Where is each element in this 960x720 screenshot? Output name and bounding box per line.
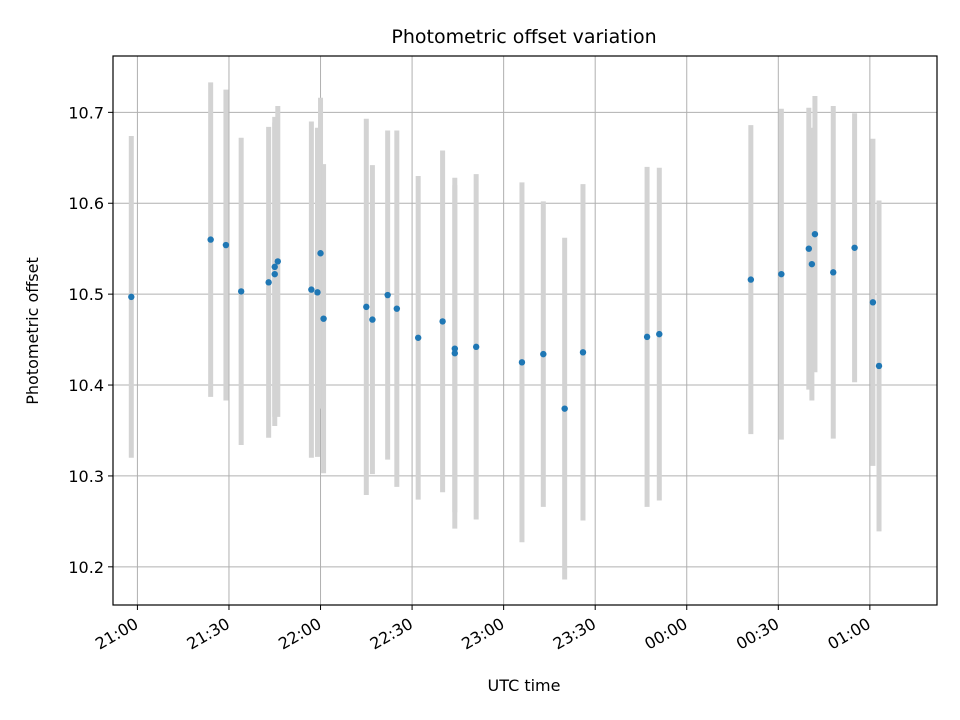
data-point	[414, 334, 422, 341]
x-tick-label: 22:30	[367, 614, 416, 654]
data-point	[656, 330, 663, 338]
data-point	[320, 315, 327, 322]
plot-frame	[112, 55, 938, 606]
data-points	[128, 230, 883, 412]
y-tick-label: 10.5	[68, 285, 104, 304]
x-tick-label: 00:00	[641, 614, 690, 654]
x-tick-label: 22:00	[275, 614, 324, 654]
x-tick-label: 23:30	[550, 614, 599, 654]
y-tick-label: 10.2	[68, 558, 104, 577]
data-point	[393, 305, 401, 312]
data-point	[451, 350, 459, 357]
x-tick-label: 21:30	[184, 614, 233, 654]
x-tick-label: 00:30	[733, 614, 782, 654]
data-point	[314, 289, 321, 296]
data-point	[579, 349, 587, 356]
data-point	[439, 318, 446, 325]
error-bars	[128, 82, 882, 580]
chart-title: Photometric offset variation	[391, 26, 656, 48]
grid	[113, 56, 937, 605]
data-point	[363, 303, 370, 311]
x-axis-ticks: 21:00 21:30 22:00 22:30 23:00 23:30 00:00 00:30…	[92, 605, 874, 654]
data-point	[384, 291, 391, 299]
y-tick-label: 10.3	[68, 467, 104, 486]
y-axis-ticks: 10.2 10.3 10.4 10.5 10.6 10.7	[68, 103, 113, 577]
x-tick-label: 21:00	[92, 614, 141, 654]
x-tick-label: 01:00	[824, 614, 873, 654]
data-point	[747, 276, 755, 283]
data-point	[643, 333, 651, 341]
data-point	[271, 263, 278, 271]
data-point	[274, 258, 281, 265]
data-point	[805, 245, 813, 252]
x-tick-label: 23:00	[458, 614, 507, 654]
data-point	[875, 362, 883, 370]
data-point	[369, 316, 376, 323]
data-point	[869, 299, 877, 306]
data-point	[518, 359, 526, 366]
data-point	[222, 241, 230, 249]
data-point	[265, 279, 272, 286]
data-point	[808, 260, 816, 268]
data-point	[207, 236, 214, 243]
data-point	[472, 343, 480, 351]
y-tick-label: 10.7	[68, 103, 104, 122]
data-point	[308, 286, 315, 293]
data-point	[851, 244, 858, 251]
data-point	[561, 405, 568, 412]
y-tick-label: 10.6	[68, 194, 104, 213]
data-point	[317, 250, 324, 257]
x-axis-label: UTC time	[488, 676, 561, 695]
data-point	[128, 293, 135, 301]
data-point	[540, 350, 547, 358]
data-point	[271, 270, 278, 278]
data-point	[811, 230, 819, 238]
y-tick-label: 10.4	[68, 376, 104, 395]
data-point	[237, 288, 245, 295]
y-axis-label: Photometric offset	[23, 257, 42, 405]
data-point	[830, 269, 837, 276]
data-point	[451, 345, 459, 352]
data-point	[778, 270, 785, 278]
